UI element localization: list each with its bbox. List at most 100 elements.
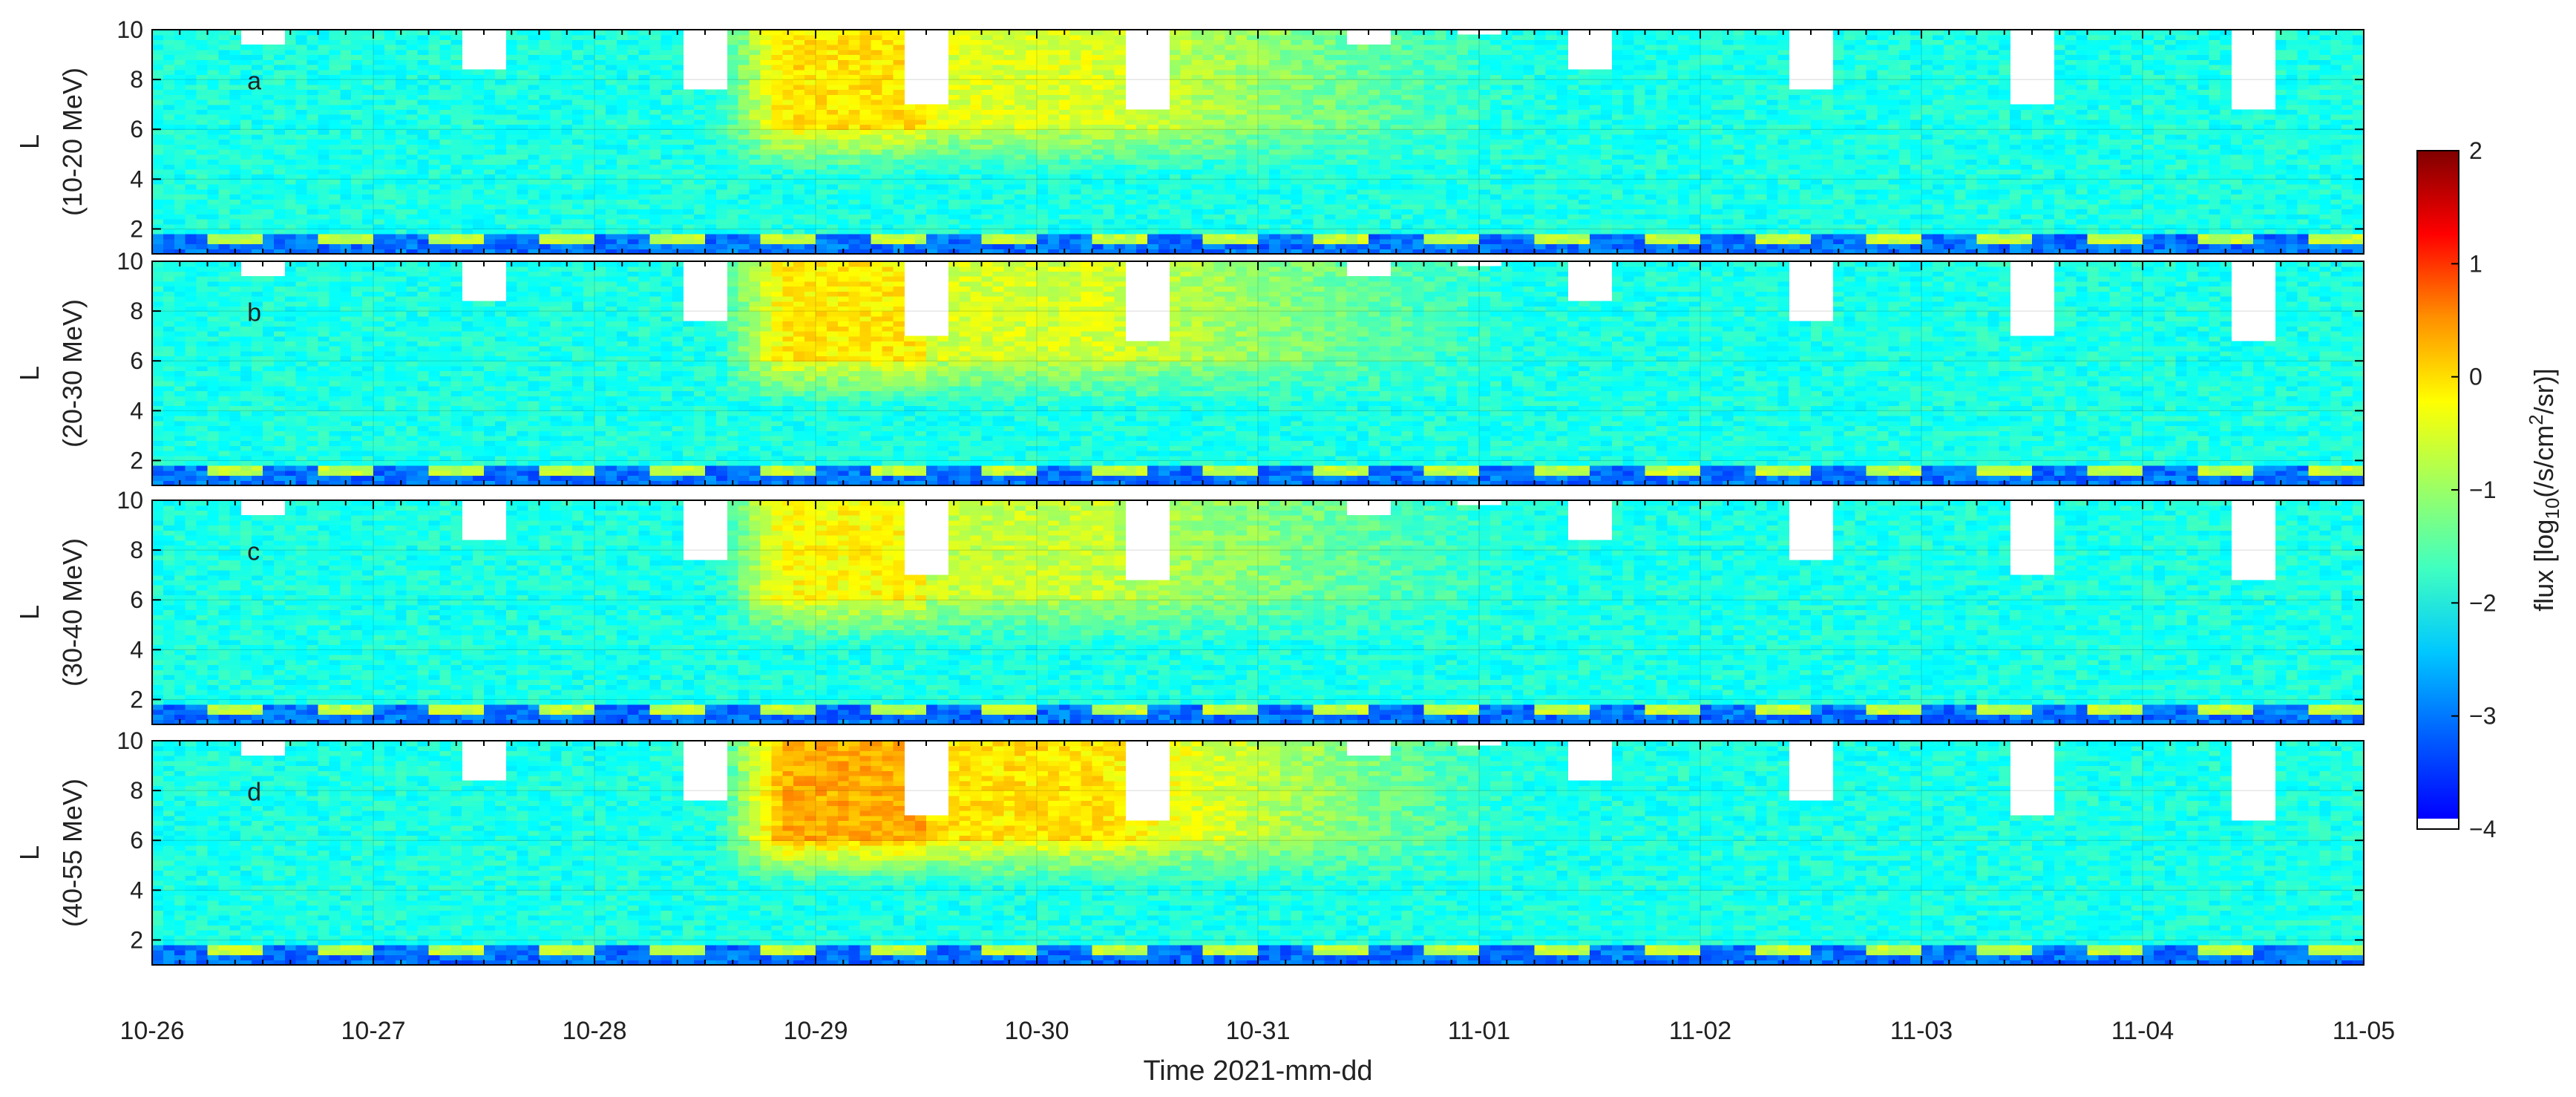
heatmap-cell bbox=[1247, 54, 1259, 60]
heatmap-cell bbox=[229, 54, 241, 60]
heatmap-cell bbox=[439, 139, 451, 145]
heatmap-cell bbox=[771, 214, 783, 220]
heatmap-cell bbox=[1015, 49, 1026, 56]
heatmap-cell bbox=[1258, 134, 1270, 140]
heatmap-cell bbox=[505, 65, 518, 71]
heatmap-cell bbox=[550, 159, 562, 165]
heatmap-cell bbox=[295, 219, 308, 225]
heatmap-cell bbox=[307, 45, 319, 50]
heatmap-cell bbox=[826, 164, 839, 170]
heatmap-cell bbox=[1015, 234, 1026, 240]
heatmap-cell bbox=[1103, 134, 1115, 140]
heatmap-cell bbox=[295, 30, 308, 36]
heatmap-cell bbox=[1202, 129, 1214, 135]
heatmap-cell bbox=[1103, 119, 1115, 125]
heatmap-cell bbox=[1180, 65, 1193, 71]
heatmap-cell bbox=[992, 243, 1004, 249]
heatmap-cell bbox=[505, 34, 518, 40]
heatmap-cell bbox=[760, 84, 772, 91]
heatmap-cell bbox=[1423, 194, 1435, 200]
heatmap-cell bbox=[727, 89, 739, 95]
heatmap-cell bbox=[406, 134, 419, 140]
heatmap-cell bbox=[539, 114, 551, 120]
heatmap-cell bbox=[1191, 168, 1204, 175]
heatmap-cell bbox=[561, 114, 573, 120]
heatmap-cell bbox=[362, 124, 374, 130]
heatmap-cell bbox=[1324, 184, 1336, 190]
heatmap-cell bbox=[848, 164, 861, 170]
heatmap-cell bbox=[771, 243, 783, 249]
heatmap-cell bbox=[804, 174, 816, 180]
heatmap-cell bbox=[605, 94, 617, 100]
heatmap-cell bbox=[1158, 114, 1170, 120]
heatmap-cell bbox=[715, 203, 728, 210]
heatmap-cell bbox=[848, 39, 861, 45]
heatmap-cell bbox=[1058, 214, 1071, 220]
heatmap-cell bbox=[583, 194, 595, 200]
heatmap-cell bbox=[1058, 39, 1071, 45]
heatmap-cell bbox=[594, 249, 606, 255]
heatmap-cell bbox=[384, 45, 396, 50]
heatmap-cell bbox=[804, 184, 816, 190]
heatmap-cell bbox=[174, 238, 186, 245]
heatmap-cell bbox=[505, 159, 518, 165]
heatmap-cell bbox=[252, 114, 263, 120]
heatmap-cell bbox=[517, 74, 529, 80]
heatmap-cell bbox=[240, 114, 252, 120]
heatmap-cell bbox=[273, 74, 286, 80]
heatmap-cell bbox=[240, 104, 252, 110]
heatmap-cell bbox=[738, 54, 750, 60]
heatmap-cell bbox=[252, 234, 263, 240]
heatmap-cell bbox=[848, 249, 861, 255]
heatmap-cell bbox=[1268, 79, 1281, 85]
heatmap-cell bbox=[539, 168, 551, 175]
heatmap-cell bbox=[1247, 144, 1259, 150]
heatmap-cell bbox=[915, 109, 927, 115]
heatmap-cell bbox=[1346, 179, 1358, 185]
heatmap-cell bbox=[318, 119, 330, 125]
heatmap-cell bbox=[1247, 104, 1259, 110]
heatmap-cell bbox=[1069, 168, 1082, 175]
heatmap-cell bbox=[1191, 219, 1204, 225]
heatmap-cell bbox=[1379, 199, 1392, 205]
heatmap-cell bbox=[329, 79, 341, 85]
heatmap-cell bbox=[428, 164, 440, 170]
heatmap-cell bbox=[859, 184, 872, 190]
heatmap-cell bbox=[627, 219, 640, 225]
heatmap-cell bbox=[826, 144, 839, 150]
heatmap-cell bbox=[871, 54, 882, 60]
heatmap-cell bbox=[240, 129, 252, 135]
heatmap-cell bbox=[1158, 154, 1170, 160]
heatmap-cell bbox=[561, 99, 573, 105]
heatmap-cell bbox=[351, 184, 363, 190]
heatmap-cell bbox=[1369, 65, 1380, 71]
heatmap-cell bbox=[1202, 79, 1214, 85]
heatmap-cell bbox=[240, 234, 252, 240]
heatmap-cell bbox=[1081, 219, 1093, 225]
heatmap-cell bbox=[970, 30, 983, 36]
heatmap-cell bbox=[1357, 234, 1369, 240]
heatmap-cell bbox=[1213, 154, 1225, 160]
heatmap-cell bbox=[351, 114, 363, 120]
heatmap-cell bbox=[1202, 203, 1214, 210]
heatmap-cell bbox=[229, 168, 241, 175]
heatmap-cell bbox=[450, 174, 462, 180]
heatmap-cell bbox=[1180, 69, 1193, 75]
heatmap-cell bbox=[1147, 214, 1159, 220]
heatmap-cell bbox=[229, 194, 241, 200]
heatmap-cell bbox=[1313, 69, 1325, 75]
heatmap-cell bbox=[572, 189, 584, 195]
heatmap-cell bbox=[362, 243, 374, 249]
heatmap-cell bbox=[1379, 134, 1392, 140]
heatmap-cell bbox=[1423, 203, 1435, 210]
heatmap-cell bbox=[295, 104, 308, 110]
heatmap-cell bbox=[252, 214, 263, 220]
heatmap-cell bbox=[1268, 168, 1281, 175]
heatmap-cell bbox=[1180, 199, 1193, 205]
heatmap-cell bbox=[1047, 209, 1060, 215]
heatmap-cell bbox=[473, 129, 485, 135]
heatmap-cell bbox=[1258, 238, 1270, 245]
heatmap-cell bbox=[196, 65, 209, 71]
heatmap-cell bbox=[1047, 59, 1060, 65]
heatmap-cell bbox=[1236, 30, 1248, 36]
